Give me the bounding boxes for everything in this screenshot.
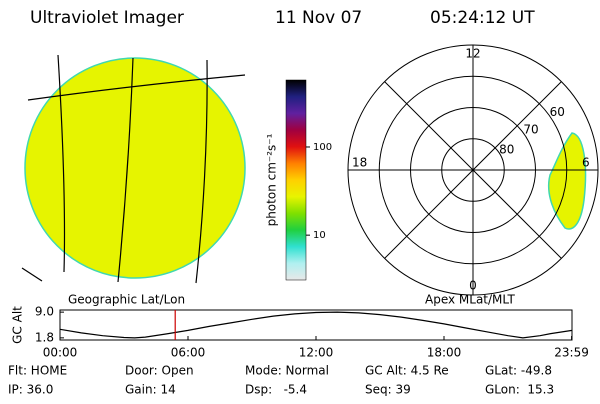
alt-line bbox=[59, 311, 573, 339]
lat-lon-grid bbox=[21, 54, 246, 284]
status-field: GLon: 15.3 bbox=[485, 383, 554, 397]
y-axis-label: GC Alt bbox=[11, 306, 25, 344]
lat-ring-label: 70 bbox=[523, 123, 538, 137]
alt-plot-frame bbox=[59, 309, 573, 341]
time: 05:24:12 UT bbox=[430, 8, 535, 28]
polar-plot bbox=[347, 44, 599, 296]
mlt-label: 6 bbox=[582, 156, 590, 170]
status-field: Dsp: -5.4 bbox=[245, 383, 307, 397]
status-field: Gain: 14 bbox=[125, 383, 176, 397]
status-field: Seq: 39 bbox=[365, 383, 411, 397]
title: Ultraviolet Imager bbox=[30, 8, 184, 28]
mlt-label: 18 bbox=[352, 156, 367, 170]
lat-ring bbox=[410, 107, 536, 233]
mlt-label: 12 bbox=[465, 47, 480, 61]
lat-ring bbox=[441, 138, 505, 202]
date: 11 Nov 07 bbox=[275, 8, 362, 28]
y-tick-label: 9.0 bbox=[35, 305, 54, 319]
status-field: GC Alt: 4.5 Re bbox=[365, 364, 449, 378]
status-field: GLat: -49.8 bbox=[485, 364, 552, 378]
status-field: Mode: Normal bbox=[245, 364, 329, 378]
panel-title: Geographic Lat/Lon bbox=[68, 293, 185, 307]
auroral-oval bbox=[548, 132, 587, 230]
x-tick-label: 23:59 bbox=[554, 346, 589, 360]
panel-title: Apex MLat/MLT bbox=[425, 293, 515, 307]
auroral-disk bbox=[24, 57, 246, 279]
lat-ring bbox=[378, 75, 568, 265]
colorbar-tick-label: 10 bbox=[313, 230, 326, 241]
x-tick-label: 18:00 bbox=[427, 346, 462, 360]
geo-image bbox=[21, 54, 246, 284]
status-field: IP: 36.0 bbox=[8, 383, 53, 397]
x-tick-label: 12:00 bbox=[299, 346, 334, 360]
lat-ring-label: 60 bbox=[550, 105, 565, 119]
lat-ring-label: 80 bbox=[499, 142, 514, 156]
x-tick-label: 06:00 bbox=[171, 346, 206, 360]
status-field: Flt: HOME bbox=[8, 364, 67, 378]
colorbar bbox=[285, 79, 307, 281]
colorbar-tick-label: 100 bbox=[313, 142, 332, 153]
polar-spokes bbox=[348, 45, 598, 295]
colorbar-label: photon cm⁻²s⁻¹ bbox=[265, 133, 279, 226]
mlt-label: 0 bbox=[469, 279, 477, 293]
y-tick-label: 1.8 bbox=[35, 330, 54, 344]
status-field: Door: Open bbox=[125, 364, 194, 378]
x-tick-label: 00:00 bbox=[43, 346, 78, 360]
